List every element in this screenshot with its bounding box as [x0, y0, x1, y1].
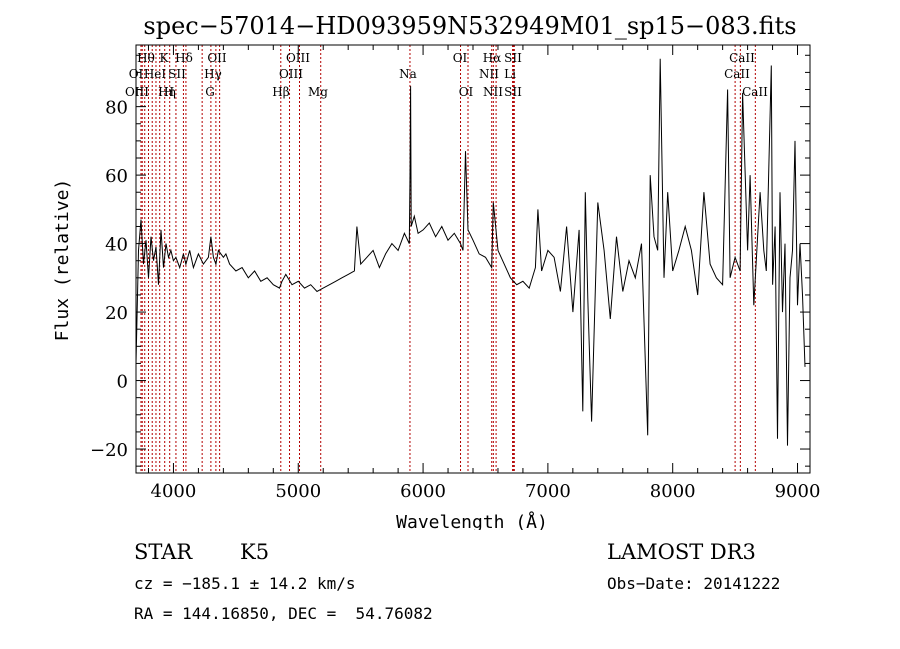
line-label: K [160, 51, 170, 65]
line-label: CaII [742, 85, 768, 99]
x-tick-label: 6000 [400, 481, 446, 502]
line-label: Hη [158, 85, 176, 99]
line-label: SII [168, 67, 186, 81]
line-label: Li [504, 67, 516, 81]
line-label: OIII [279, 67, 303, 81]
line-label: OIII [286, 51, 310, 65]
emission-line-markers [140, 45, 756, 473]
spectrum-series-line [135, 58, 806, 446]
x-axis-label: Wavelength (Å) [396, 511, 548, 530]
line-label: SII [504, 51, 522, 65]
line-label: H [164, 85, 174, 99]
y-tick-label: 60 [105, 166, 128, 187]
line-label: OIII [125, 85, 149, 99]
line-label: Hγ [204, 67, 222, 81]
line-label: OI [453, 51, 468, 65]
line-label: OII [207, 51, 227, 65]
radial-velocity: cz = −185.1 ± 14.2 km/s [134, 574, 356, 593]
x-tick-label: 5000 [275, 481, 321, 502]
y-tick-label: 80 [105, 98, 128, 119]
line-label: CaII [729, 51, 755, 65]
coordinates: RA = 144.16850, DEC = 54.76082 [134, 604, 433, 623]
line-label: Hθ [137, 51, 155, 65]
y-tick-label: 0 [117, 372, 128, 393]
y-axis-label: Flux (relative) [52, 179, 73, 342]
y-tick-label: 20 [105, 303, 128, 324]
x-tick-label: 9000 [775, 481, 821, 502]
chart-title: spec−57014−HD093959N532949M01_sp15−083.f… [143, 12, 796, 40]
line-label: G [205, 85, 215, 99]
object-class: STAR [134, 540, 193, 564]
line-label: Hδ [175, 51, 193, 65]
line-label: Hα [483, 51, 502, 65]
y-tick-label: −20 [90, 440, 128, 461]
line-label: Mg [308, 85, 328, 99]
y-axis: −20 0 20 40 60 80 [90, 54, 810, 467]
plot-frame [135, 44, 811, 474]
survey-name: LAMOST DR3 [607, 540, 756, 564]
spectrum-chart: spec−57014−HD093959N532949M01_sp15−083.f… [52, 12, 821, 530]
x-tick-label: 4000 [151, 481, 197, 502]
line-label: NII [483, 85, 503, 99]
line-label: SII [504, 85, 522, 99]
x-tick-label: 8000 [650, 481, 696, 502]
x-axis: 4000 5000 6000 7000 8000 9000 [147, 45, 821, 502]
line-label: OI [459, 85, 474, 99]
line-label: HeI [144, 67, 167, 81]
observation-date: Obs−Date: 20141222 [607, 574, 781, 593]
line-label: NII [479, 67, 499, 81]
y-tick-label: 40 [105, 235, 128, 256]
spectral-subclass: K5 [240, 540, 270, 564]
line-label: Hβ [272, 85, 289, 99]
line-label: Na [399, 67, 417, 81]
x-tick-label: 7000 [525, 481, 571, 502]
line-label: CaII [724, 67, 750, 81]
